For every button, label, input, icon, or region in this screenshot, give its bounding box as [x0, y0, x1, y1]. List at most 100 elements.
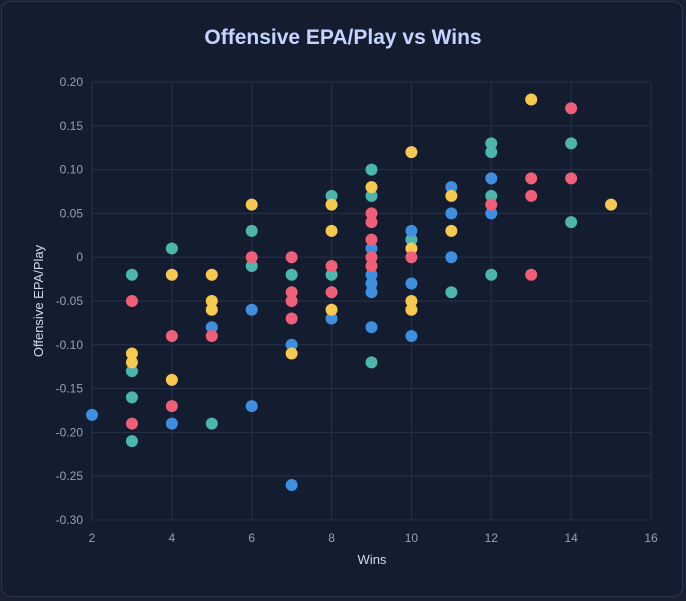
y-axis-ticks: 0.20 0.15 0.10 0.05 0 -0.05 -0.10 -0.15 -0.20 -0.…	[56, 75, 84, 527]
data-point-red[interactable]	[565, 172, 578, 185]
data-point-red[interactable]	[365, 233, 378, 246]
data-point-yellow[interactable]	[405, 146, 418, 159]
data-point-teal[interactable]	[445, 286, 458, 299]
x-tick-label: 4	[169, 531, 176, 545]
y-tick-label: 0.20	[60, 75, 84, 89]
data-point-blue[interactable]	[445, 251, 458, 264]
data-point-teal[interactable]	[125, 391, 138, 404]
data-point-blue[interactable]	[205, 321, 218, 334]
data-point-teal[interactable]	[205, 417, 218, 430]
data-point-yellow[interactable]	[445, 189, 458, 202]
data-point-blue[interactable]	[445, 181, 458, 194]
data-point-yellow[interactable]	[245, 198, 258, 211]
data-point-red[interactable]	[365, 259, 378, 272]
x-tick-label: 10	[405, 531, 419, 545]
data-point-red[interactable]	[325, 259, 338, 272]
data-point-yellow[interactable]	[205, 268, 218, 281]
data-point-teal[interactable]	[125, 268, 138, 281]
data-point-blue[interactable]	[405, 224, 418, 237]
data-point-blue[interactable]	[165, 417, 178, 430]
data-point-red[interactable]	[205, 330, 218, 343]
data-point-yellow[interactable]	[205, 303, 218, 316]
data-point-blue[interactable]	[485, 207, 498, 220]
data-point-red[interactable]	[365, 216, 378, 229]
data-point-teal[interactable]	[365, 189, 378, 202]
data-point-blue[interactable]	[405, 277, 418, 290]
y-tick-label: -0.15	[56, 382, 84, 396]
data-point-yellow[interactable]	[525, 93, 538, 106]
data-point-red[interactable]	[525, 189, 538, 202]
y-tick-label: -0.20	[56, 425, 84, 439]
data-point-blue[interactable]	[365, 268, 378, 281]
x-tick-label: 8	[328, 531, 335, 545]
data-point-yellow[interactable]	[325, 303, 338, 316]
data-point-yellow[interactable]	[365, 181, 378, 194]
data-point-red[interactable]	[565, 102, 578, 115]
data-point-red[interactable]	[285, 286, 298, 299]
data-point-red[interactable]	[165, 400, 178, 413]
data-point-teal[interactable]	[565, 216, 578, 229]
data-point-yellow[interactable]	[325, 224, 338, 237]
data-point-yellow[interactable]	[165, 268, 178, 281]
data-point-yellow[interactable]	[405, 295, 418, 307]
data-point-yellow[interactable]	[605, 198, 618, 211]
data-point-teal[interactable]	[485, 137, 498, 150]
data-point-red[interactable]	[325, 286, 338, 299]
data-point-yellow[interactable]	[325, 198, 338, 211]
data-point-red[interactable]	[405, 251, 418, 264]
data-point-red[interactable]	[125, 295, 138, 307]
data-point-teal[interactable]	[485, 189, 498, 202]
x-axis-ticks: 2 4 6 8 10 12 14 16	[89, 531, 658, 545]
data-point-blue[interactable]	[365, 286, 378, 299]
data-point-blue[interactable]	[365, 277, 378, 290]
data-point-red[interactable]	[285, 312, 298, 325]
data-point-blue[interactable]	[245, 303, 258, 316]
data-point-red[interactable]	[125, 417, 138, 430]
data-point-teal[interactable]	[125, 365, 138, 378]
data-point-yellow[interactable]	[405, 242, 418, 255]
data-point-teal[interactable]	[285, 268, 298, 281]
data-point-teal[interactable]	[325, 189, 338, 202]
data-point-blue[interactable]	[285, 338, 298, 351]
data-point-red[interactable]	[285, 251, 298, 264]
data-point-blue[interactable]	[325, 312, 338, 325]
data-point-blue[interactable]	[445, 207, 458, 220]
data-point-blue[interactable]	[245, 400, 258, 413]
data-point-yellow[interactable]	[125, 347, 138, 360]
data-point-red[interactable]	[245, 251, 258, 264]
data-point-teal[interactable]	[245, 259, 258, 272]
data-point-teal[interactable]	[245, 224, 258, 237]
data-point-red[interactable]	[525, 172, 538, 185]
data-point-yellow[interactable]	[445, 224, 458, 237]
data-point-blue[interactable]	[365, 242, 378, 255]
data-point-red[interactable]	[365, 207, 378, 220]
data-point-blue[interactable]	[285, 478, 298, 491]
data-point-yellow[interactable]	[285, 347, 298, 360]
data-point-teal[interactable]	[125, 435, 138, 448]
y-tick-label: 0.05	[60, 206, 84, 220]
data-point-blue[interactable]	[485, 172, 498, 185]
data-point-yellow[interactable]	[205, 295, 218, 307]
data-point-red[interactable]	[165, 330, 178, 343]
data-point-teal[interactable]	[365, 163, 378, 176]
data-point-blue[interactable]	[405, 330, 418, 343]
data-point-blue[interactable]	[86, 408, 98, 421]
data-point-red[interactable]	[485, 198, 498, 211]
data-point-red[interactable]	[365, 251, 378, 264]
data-point-teal[interactable]	[325, 268, 338, 281]
data-point-blue[interactable]	[365, 321, 378, 334]
data-point-yellow[interactable]	[165, 373, 178, 386]
data-point-teal[interactable]	[405, 233, 418, 246]
data-point-red[interactable]	[285, 295, 298, 307]
data-point-teal[interactable]	[485, 268, 498, 281]
x-tick-label: 2	[89, 531, 96, 545]
data-point-red[interactable]	[525, 268, 538, 281]
data-point-yellow[interactable]	[125, 356, 138, 369]
data-point-teal[interactable]	[485, 146, 498, 159]
data-point-teal[interactable]	[565, 137, 578, 150]
data-point-teal[interactable]	[165, 242, 178, 255]
data-point-yellow[interactable]	[405, 303, 418, 316]
chart-title: Offensive EPA/Play vs Wins	[204, 26, 482, 49]
data-point-teal[interactable]	[365, 356, 378, 369]
